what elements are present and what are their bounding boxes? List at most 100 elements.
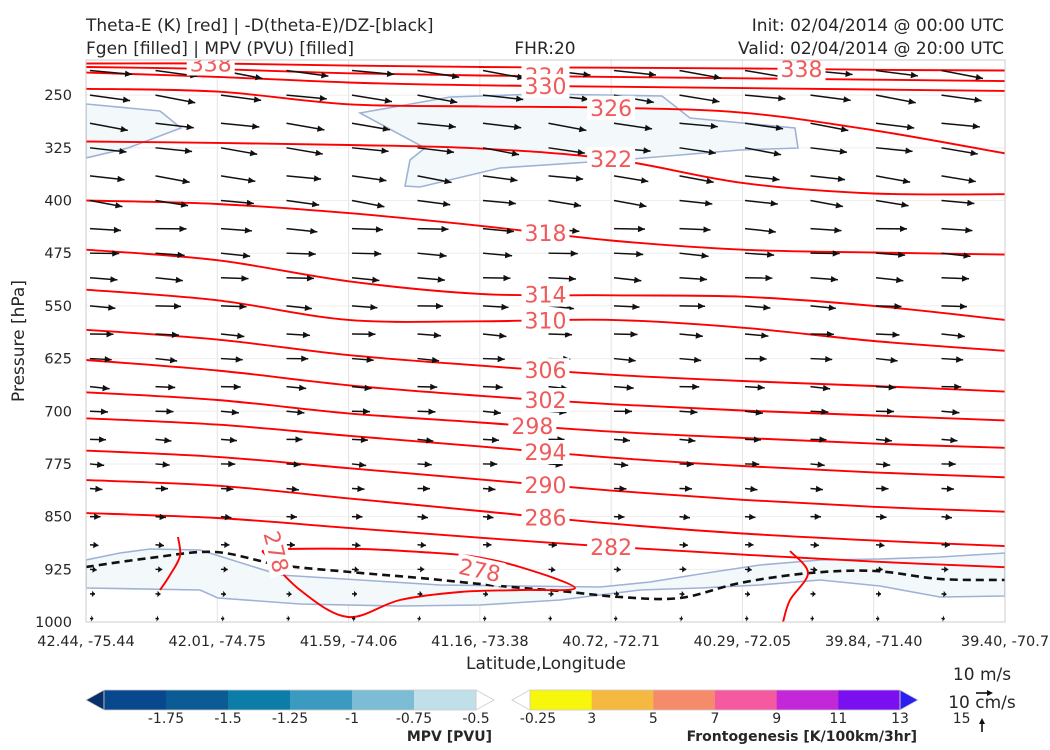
vector-head <box>119 148 127 155</box>
vector-head <box>289 541 295 548</box>
vector-head <box>96 461 105 468</box>
vector-head <box>963 252 971 259</box>
vector-head <box>310 228 318 235</box>
vector-head <box>175 276 183 284</box>
vector-head <box>877 590 881 598</box>
vector-head <box>290 513 297 520</box>
vector-head <box>433 332 441 339</box>
mpv-colorbar: -1.75 -1.5 -1.25 -1 -0.75 -0.5 -0.25 <box>85 689 556 727</box>
vector-head <box>767 251 775 258</box>
vector-head <box>814 513 821 520</box>
theta-e-contour-labels: 3383383343303263223183143103063022982942… <box>186 60 826 588</box>
vector-head <box>619 485 627 492</box>
vector-head <box>778 95 786 102</box>
vector-head <box>712 97 720 104</box>
theta-e-label-326: 326 <box>590 97 632 122</box>
reference-horizontal-label: 10 m/s <box>953 665 1011 685</box>
vector-head <box>511 150 520 157</box>
vector-head <box>356 513 363 520</box>
vector-head <box>115 202 123 209</box>
theta-e-label-278: 278 <box>257 529 292 576</box>
vector-head <box>706 177 714 185</box>
theta-e-label-background <box>508 414 557 439</box>
vector-head <box>231 409 239 416</box>
theta-e-contour-278-left <box>159 536 182 591</box>
vector-head <box>900 225 907 232</box>
vector-head <box>159 513 166 521</box>
vector-head <box>892 331 900 338</box>
vector-head <box>364 384 372 392</box>
vector-head <box>110 276 118 283</box>
vector-head <box>366 356 374 363</box>
vector-head <box>108 304 116 311</box>
vector-head <box>298 384 307 391</box>
vector-head <box>943 590 947 598</box>
vector-head <box>583 71 591 78</box>
vector-head <box>682 541 688 549</box>
vector-head <box>253 96 262 103</box>
vector-head <box>821 408 829 415</box>
vector-head <box>486 513 494 521</box>
vector-head <box>102 384 110 392</box>
vector-shaft <box>679 69 722 79</box>
mpv-colorbar-tick-label: -1.25 <box>272 711 308 727</box>
x-axis-tick-labels: 42.44, -75.44 42.01, -74.75 41.59, -74.06 4… <box>37 634 1049 650</box>
vector-head <box>834 227 842 234</box>
y-tick-475: 475 <box>44 246 72 262</box>
vector-head <box>896 276 904 284</box>
vector-head <box>828 304 836 311</box>
vector-head <box>708 149 716 156</box>
fgen-colorbar-outline <box>529 689 901 711</box>
y-tick-775: 775 <box>44 457 72 473</box>
theta-e-label-background <box>587 147 636 172</box>
vector-head <box>182 177 190 185</box>
vector-head <box>775 124 784 131</box>
mpv-region-upper-left <box>86 103 183 159</box>
vector-head <box>180 201 189 208</box>
vector-shaft <box>286 69 329 77</box>
vector-head <box>616 566 621 573</box>
vector-head <box>426 437 434 444</box>
fgen-colorbar-tick-label: 5 <box>649 711 658 727</box>
vector-head <box>906 123 915 131</box>
fgen-colorbar-swatch <box>530 690 593 710</box>
y-tick-250: 250 <box>44 88 72 104</box>
vector-head <box>516 95 524 102</box>
vector-head <box>448 123 456 130</box>
mpv-colorbar-extend-left <box>85 689 105 711</box>
x-tick-label: 42.01, -74.75 <box>169 634 266 650</box>
vector-head <box>636 250 644 258</box>
theta-e-contour-326 <box>86 87 1005 155</box>
theta-e-label-310: 310 <box>525 310 567 335</box>
y-axis-tick-labels: 250 325 400 475 550 625 700 775 850 925 1000 <box>35 88 72 631</box>
vector-head <box>495 383 503 391</box>
vector-head <box>845 70 853 77</box>
vector-head <box>970 149 978 156</box>
vector-head <box>954 383 962 390</box>
vector-head <box>564 331 572 338</box>
vector-head <box>179 225 187 233</box>
vector-head <box>713 73 722 80</box>
vector-head <box>646 98 654 105</box>
vector-head <box>510 176 518 183</box>
vector-head <box>224 513 232 521</box>
theta-e-contour-282 <box>86 512 1005 569</box>
theta-e-label-282: 282 <box>590 536 632 561</box>
vector-head <box>317 125 325 132</box>
vector-head <box>837 175 846 182</box>
theta-e-label-background <box>521 73 570 98</box>
vector-head <box>968 177 976 184</box>
vector-head <box>420 541 426 549</box>
vector-head <box>106 331 114 338</box>
vector-head <box>705 200 713 207</box>
vector-head <box>770 200 778 207</box>
vector-head <box>95 485 103 493</box>
mpv-region-upper-middle <box>357 93 799 188</box>
vector-head <box>630 331 638 338</box>
vector-head <box>894 303 902 310</box>
vector-head <box>626 384 634 391</box>
vector-head <box>772 175 780 183</box>
vector-head <box>291 485 299 493</box>
vector-head <box>100 408 108 415</box>
